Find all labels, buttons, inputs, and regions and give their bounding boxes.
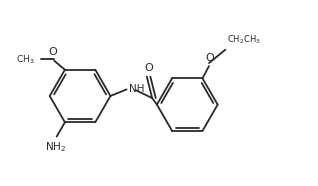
Text: NH: NH	[129, 84, 144, 94]
Text: CH$_2$CH$_3$: CH$_2$CH$_3$	[227, 34, 261, 46]
Text: O: O	[205, 53, 214, 63]
Text: CH$_3$: CH$_3$	[16, 53, 35, 65]
Text: NH$_2$: NH$_2$	[45, 140, 66, 154]
Text: O: O	[48, 47, 57, 57]
Text: O: O	[144, 63, 153, 73]
